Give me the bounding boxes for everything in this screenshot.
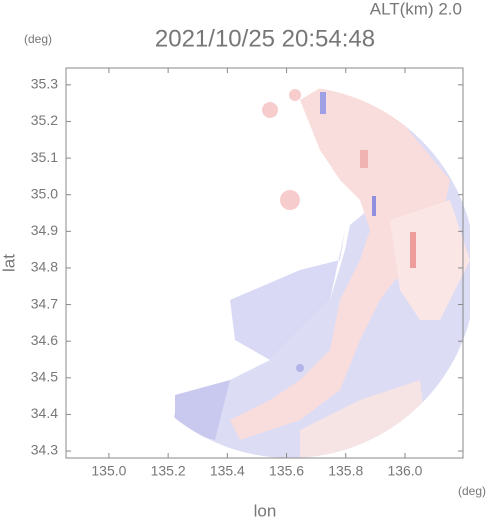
x-tick-label: 135.0 — [91, 463, 126, 479]
y-tick-label: 34.4 — [31, 405, 58, 421]
plot-frame — [65, 67, 464, 459]
y-tick-label: 35.1 — [31, 149, 58, 165]
subtitle: ALT(km) 2.0 — [370, 0, 462, 18]
radar-field — [150, 86, 470, 458]
y-axis-title: lat — [0, 254, 18, 272]
y-tick-label: 34.8 — [31, 259, 58, 275]
x-unit: (deg) — [458, 484, 486, 498]
x-tick-label: 135.2 — [151, 463, 186, 479]
y-tick-label: 35.0 — [31, 185, 58, 201]
x-tick-label: 135.4 — [210, 463, 245, 479]
x-tick-label: 135.6 — [269, 463, 304, 479]
y-tick-label: 35.3 — [31, 76, 58, 92]
x-tick-label: 135.8 — [328, 463, 363, 479]
y-tick-label: 34.7 — [31, 295, 58, 311]
y-tick-label: 34.3 — [31, 442, 58, 458]
chart-title: 2021/10/25 20:54:48 — [155, 25, 375, 52]
y-tick-label: 34.5 — [31, 369, 58, 385]
y-tick-label: 35.2 — [31, 112, 58, 128]
x-axis-title: lon — [254, 501, 277, 520]
x-tick-label: 136.0 — [387, 463, 422, 479]
y-tick-label: 34.9 — [31, 222, 58, 238]
y-tick-label: 34.6 — [31, 332, 58, 348]
y-unit: (deg) — [24, 32, 52, 46]
